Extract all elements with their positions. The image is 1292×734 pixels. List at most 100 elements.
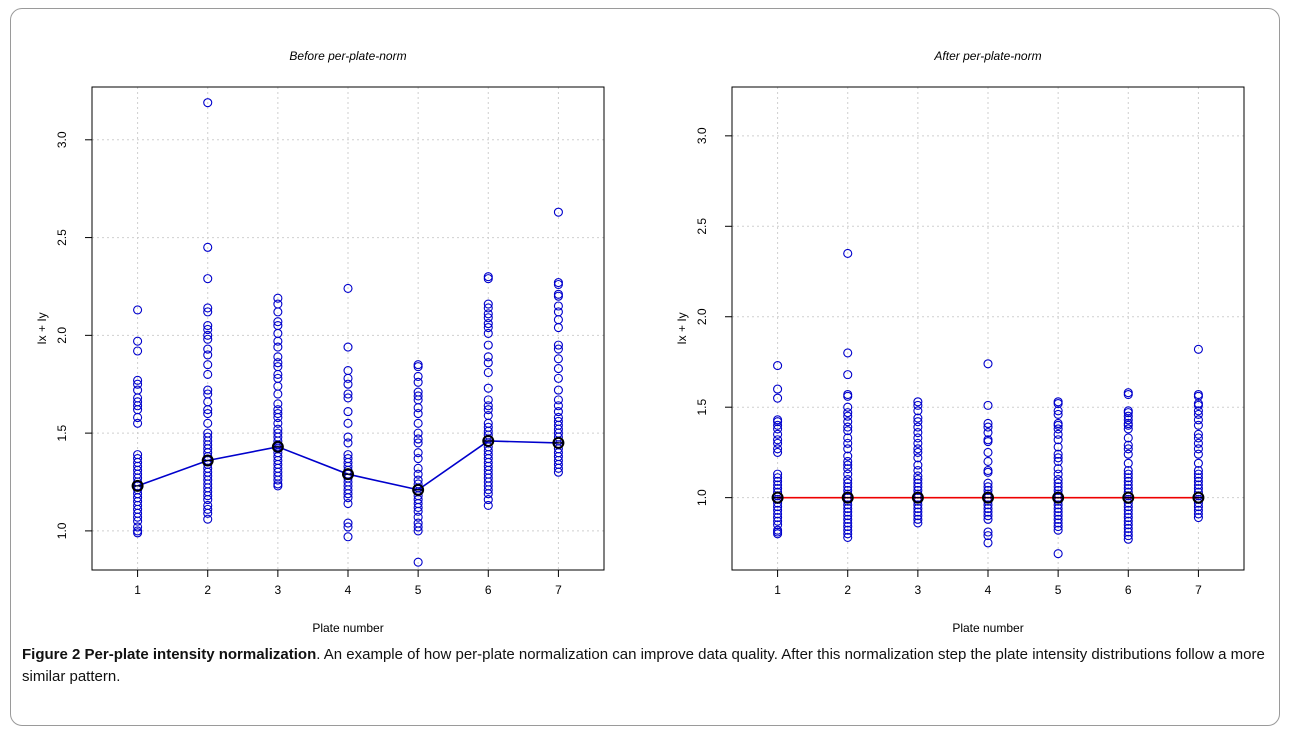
data-point — [413, 453, 423, 464]
data-point — [843, 408, 853, 418]
data-point — [203, 324, 213, 335]
data-point — [913, 444, 923, 454]
data-point — [1053, 449, 1063, 459]
data-point — [843, 444, 853, 454]
data-point — [1123, 505, 1133, 515]
data-point — [913, 511, 923, 521]
x-tick-label: 6 — [485, 583, 492, 597]
data-point — [913, 475, 923, 485]
data-point — [773, 512, 783, 523]
data-point — [983, 467, 993, 477]
data-point — [983, 538, 993, 548]
data-point — [413, 557, 423, 567]
x-tick-label: 3 — [915, 583, 922, 597]
data-point — [413, 371, 423, 381]
x-axis-label: Plate number — [312, 621, 383, 635]
data-point — [843, 525, 853, 535]
data-point — [983, 500, 993, 510]
data-point — [1123, 480, 1133, 490]
data-point — [1193, 438, 1203, 448]
data-point — [773, 447, 783, 457]
data-point — [843, 391, 853, 401]
data-point — [413, 409, 423, 419]
data-point — [1193, 433, 1203, 443]
data-point — [843, 478, 853, 488]
data-point — [413, 506, 423, 516]
data-point — [1123, 534, 1133, 544]
data-point — [843, 511, 853, 521]
x-tick-label: 4 — [345, 583, 352, 597]
data-point — [1053, 435, 1063, 445]
data-point — [343, 489, 353, 499]
data-point — [273, 307, 283, 317]
x-tick-label: 7 — [555, 583, 562, 597]
data-point — [483, 383, 493, 393]
data-point — [983, 478, 993, 488]
data-point — [1123, 469, 1133, 479]
data-point — [343, 418, 353, 428]
data-point — [553, 291, 563, 301]
data-point — [1193, 344, 1203, 354]
data-point — [983, 400, 993, 410]
data-point — [1053, 406, 1063, 416]
y-tick-label: 3.0 — [55, 131, 69, 148]
data-point — [203, 242, 213, 252]
data-point — [913, 518, 923, 528]
x-axis-label: Plate number — [952, 621, 1023, 635]
data-point — [273, 475, 283, 485]
data-point — [483, 485, 493, 495]
data-point — [483, 352, 493, 362]
data-point — [343, 283, 353, 293]
data-point — [1123, 487, 1133, 497]
data-point — [483, 340, 493, 350]
data-point — [203, 504, 213, 514]
data-point — [343, 493, 353, 503]
data-point — [273, 352, 283, 362]
data-point — [553, 401, 563, 411]
data-point — [983, 418, 993, 429]
data-point — [913, 406, 923, 416]
data-point — [773, 420, 783, 430]
data-point — [1193, 458, 1203, 468]
data-point — [913, 422, 923, 432]
y-tick-label: 1.5 — [695, 399, 709, 416]
data-point — [203, 98, 213, 108]
data-point — [1053, 469, 1063, 479]
data-point — [1193, 444, 1203, 454]
data-point — [203, 344, 213, 354]
data-point — [913, 447, 923, 457]
data-point — [273, 412, 283, 423]
data-point — [553, 344, 563, 354]
data-point — [273, 481, 283, 491]
data-point — [343, 407, 353, 417]
data-point — [1123, 516, 1133, 526]
data-point — [913, 413, 923, 423]
data-point — [913, 417, 923, 427]
data-point — [203, 307, 213, 317]
y-tick-label: 2.5 — [695, 218, 709, 235]
data-point — [483, 309, 493, 319]
data-point — [413, 448, 423, 458]
data-point — [203, 360, 213, 370]
data-point — [133, 305, 143, 315]
data-point — [843, 518, 853, 528]
data-point — [913, 397, 923, 407]
data-point — [483, 328, 493, 338]
data-point — [1123, 465, 1133, 476]
data-point — [843, 469, 853, 479]
data-point — [773, 361, 783, 371]
data-point — [1053, 518, 1063, 528]
data-point — [1193, 400, 1203, 410]
data-point — [483, 405, 493, 415]
data-point — [843, 460, 853, 470]
data-point — [483, 367, 493, 378]
data-point — [1123, 476, 1133, 486]
data-point — [1193, 420, 1203, 430]
data-point — [483, 303, 493, 313]
data-point — [273, 336, 283, 346]
data-point — [1053, 429, 1063, 439]
data-point — [843, 485, 853, 495]
data-point — [413, 377, 423, 387]
data-point — [843, 475, 853, 485]
data-point — [553, 279, 563, 290]
